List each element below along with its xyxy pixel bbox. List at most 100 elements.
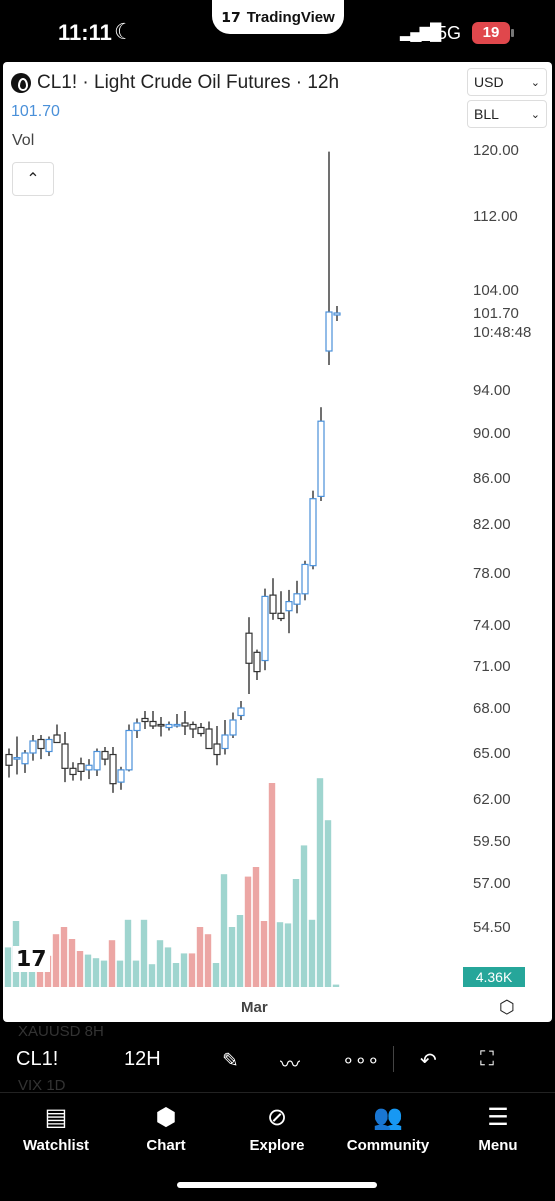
volume-bar	[124, 919, 132, 987]
candle-body	[205, 728, 213, 750]
candle-body	[5, 753, 13, 766]
volume-bar	[108, 940, 116, 987]
price-tick-label: 71.00	[473, 658, 511, 675]
volume-bar	[188, 953, 196, 987]
collapse-legend-button[interactable]: ⌃	[12, 162, 54, 196]
nav-community[interactable]: 👥 Community	[338, 1103, 438, 1154]
candle-body	[277, 612, 285, 620]
volume-bar	[332, 984, 340, 987]
candle-body	[285, 600, 293, 612]
tradingview-logo-icon: 𝟭𝟳	[221, 8, 241, 25]
candle-body	[77, 763, 85, 773]
candle-body	[69, 767, 77, 776]
candle-body	[181, 722, 189, 727]
candle-body	[237, 707, 245, 717]
bar-countdown-label: 10:48:48	[473, 324, 531, 341]
volume-bar	[140, 919, 148, 987]
chart-toolbar: CL1! 12H ✎ 〰 ∘∘∘ ↶ ⛶	[0, 1040, 555, 1080]
symbol-title-text: CL1! · Light Crude Oil Futures · 12h	[37, 72, 340, 93]
tradingview-watermark-icon: 𝟭𝟳	[13, 946, 50, 972]
volume-bar	[164, 947, 172, 987]
candle-body	[197, 726, 205, 735]
network-type: 5G	[437, 23, 462, 43]
candle-body	[149, 720, 157, 727]
currency-select[interactable]: USD ⌄	[467, 68, 547, 96]
candle-body	[229, 719, 237, 736]
candle-body	[133, 722, 141, 732]
price-chart[interactable]: 120.00 112.00 104.00 94.00 90.00 86.00 82.00 78…	[3, 62, 552, 1022]
volume-bar	[172, 963, 180, 987]
candle-body	[157, 723, 165, 727]
oil-drop-icon	[11, 73, 31, 93]
volume-bar	[100, 960, 108, 987]
pen-icon[interactable]: ✎	[222, 1050, 239, 1072]
volume-bar	[4, 947, 12, 987]
nav-label: Watchlist	[22, 1137, 90, 1154]
candle-body	[301, 563, 309, 595]
undo-icon[interactable]: ↶	[420, 1050, 437, 1072]
nav-label: Community	[346, 1137, 430, 1154]
price-tick-label: 74.00	[473, 617, 511, 634]
volume-bar	[276, 922, 284, 987]
nav-explore[interactable]: ⊘ Explore	[227, 1103, 327, 1154]
price-tick-label: 78.00	[473, 565, 511, 582]
candle-body	[245, 632, 253, 664]
volume-bar	[244, 876, 252, 987]
more-dots-icon[interactable]: ∘∘∘	[342, 1050, 380, 1072]
candle-body	[37, 738, 45, 750]
toolbar-divider	[393, 1046, 394, 1072]
chevron-down-icon: ⌄	[530, 108, 540, 121]
chart-lines-icon[interactable]: 〰	[280, 1054, 300, 1076]
chevron-down-icon: ⌄	[530, 76, 540, 89]
price-tick-label: 59.50	[473, 833, 511, 850]
candle-body	[293, 593, 301, 605]
signal-icon: ▂▄▆█	[400, 24, 441, 41]
last-price-axis-label: 101.70	[473, 305, 519, 322]
price-tick-label: 120.00	[473, 142, 519, 159]
volume-bar	[236, 915, 244, 987]
candle-body	[253, 651, 261, 673]
candle-body	[269, 594, 277, 614]
price-tick-label: 65.00	[473, 745, 511, 762]
interval-button[interactable]: 12H	[124, 1048, 161, 1070]
volume-bar	[220, 874, 228, 987]
last-price: 101.70	[11, 103, 60, 120]
watchlist-ghost-row: VIX 1D	[18, 1077, 66, 1094]
nav-watchlist[interactable]: ▤ Watchlist	[6, 1103, 106, 1154]
unit-select[interactable]: BLL ⌄	[467, 100, 547, 128]
volume-bar	[52, 934, 60, 987]
price-tick-label: 54.50	[473, 919, 511, 936]
unit-value: BLL	[474, 106, 499, 122]
price-tick-label: 82.00	[473, 516, 511, 533]
chart-panel[interactable]: CL1! · Light Crude Oil Futures · 12h 101…	[3, 62, 552, 1022]
volume-bar	[260, 921, 268, 987]
chart-settings-icon[interactable]: ⬡	[499, 997, 515, 1017]
candle-body	[165, 723, 173, 729]
candle-body	[261, 595, 269, 662]
candle-body	[21, 752, 29, 765]
fullscreen-icon[interactable]: ⛶	[480, 1048, 494, 1070]
price-tick-label: 86.00	[473, 470, 511, 487]
candle-body	[93, 750, 101, 771]
volume-bar	[324, 820, 332, 987]
watchlist-icon: ▤	[44, 1104, 68, 1131]
volume-badge: 4.36K	[463, 967, 525, 987]
candle-body	[45, 738, 53, 753]
nav-label: Menu	[478, 1137, 518, 1154]
symbol-title[interactable]: CL1! · Light Crude Oil Futures · 12h	[11, 72, 339, 94]
candle-body	[53, 734, 61, 744]
volume-bar	[116, 960, 124, 987]
nav-menu[interactable]: ☰ Menu	[448, 1103, 548, 1154]
bottom-navigation: ▤ Watchlist ⬢ Chart ⊘ Explore 👥 Communit…	[0, 1092, 555, 1201]
candle-body	[29, 740, 37, 754]
symbol-button[interactable]: CL1!	[16, 1048, 59, 1070]
price-tick-label: 112.00	[473, 208, 518, 225]
currency-value: USD	[474, 74, 504, 90]
volume-bar	[196, 927, 204, 987]
nav-label: Chart	[146, 1137, 186, 1154]
nav-chart[interactable]: ⬢ Chart	[116, 1103, 216, 1154]
candle-body	[221, 734, 229, 750]
volume-legend[interactable]: Vol	[12, 132, 35, 149]
candle-body	[117, 769, 125, 783]
candle-body	[309, 498, 317, 567]
